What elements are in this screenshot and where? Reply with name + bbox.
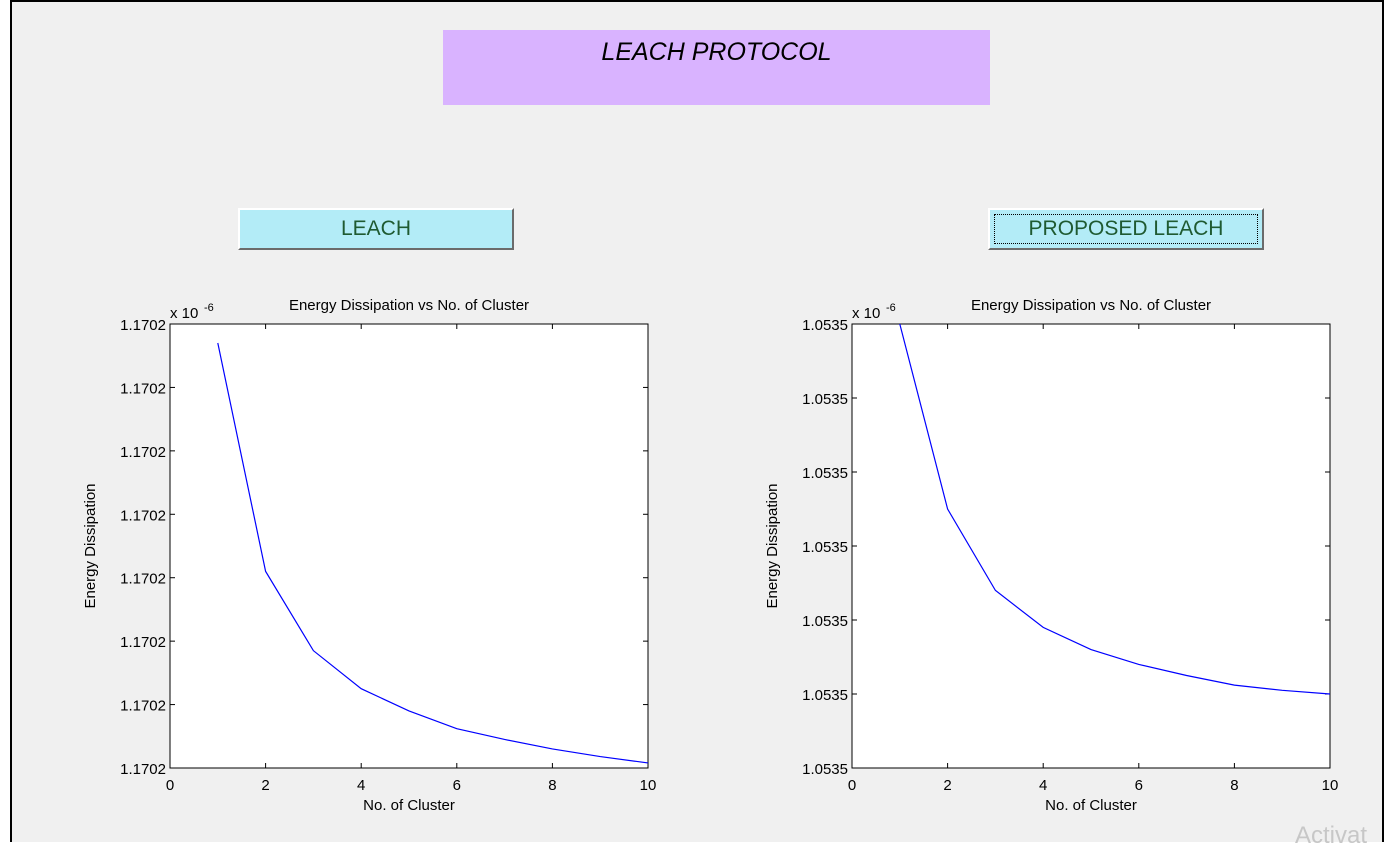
page-title: LEACH PROTOCOL — [601, 38, 832, 66]
chart1-y-tick-label: 1.1702 — [120, 444, 166, 461]
chart2-y-tick-label: 1.0535 — [802, 761, 848, 778]
chart2-x-tick-label: 6 — [1135, 777, 1143, 794]
chart1-y-exponent-base: x 10 — [170, 305, 198, 322]
chart1-y-tick-label: 1.1702 — [120, 317, 166, 334]
chart1-plot-area — [169, 323, 649, 769]
chart2-x-tick-label: 4 — [1039, 777, 1047, 794]
focus-ring: PROPOSED LEACH — [994, 214, 1258, 244]
chart2-y-axis-label: Energy Dissipation — [764, 483, 781, 608]
title-panel: LEACH PROTOCOL — [443, 30, 990, 105]
chart2-title: Energy Dissipation vs No. of Cluster — [971, 297, 1211, 314]
chart1-y-tick-label: 1.1702 — [120, 634, 166, 651]
chart2-y-tick-label: 1.0535 — [802, 539, 848, 556]
proposed-leach-button[interactable]: PROPOSED LEACH — [988, 208, 1264, 250]
chart1-y-tick-label: 1.1702 — [120, 380, 166, 397]
chart2-y-tick-label: 1.0535 — [802, 465, 848, 482]
chart1-y-tick-label: 1.1702 — [120, 761, 166, 778]
chart2-y-tick-label: 1.0535 — [802, 613, 848, 630]
chart2-series-line — [899, 323, 1331, 695]
leach-button-label: LEACH — [340, 217, 412, 240]
chart1-x-tick-label: 10 — [640, 777, 657, 794]
leach-button[interactable]: LEACH — [238, 208, 514, 250]
chart2-x-tick-label: 2 — [943, 777, 951, 794]
chart2-y-exponent: -6 — [886, 302, 896, 314]
chart1-x-tick-label: 6 — [453, 777, 461, 794]
chart2-y-tick-label: 1.0535 — [802, 391, 848, 408]
chart2-plot-area — [851, 323, 1331, 769]
chart1-y-exponent: -6 — [204, 302, 214, 314]
chart2-y-exponent-base: x 10 — [852, 305, 880, 322]
chart2-x-tick-label: 8 — [1230, 777, 1238, 794]
chart2-x-tick-label: 10 — [1322, 777, 1339, 794]
chart1-y-tick-label: 1.1702 — [120, 698, 166, 715]
chart1-x-axis-label: No. of Cluster — [363, 797, 455, 814]
chart2-y-tick-label: 1.0535 — [802, 317, 848, 334]
chart1-title: Energy Dissipation vs No. of Cluster — [289, 297, 529, 314]
chart1-x-tick-label: 0 — [166, 777, 174, 794]
chart1-x-tick-label: 8 — [548, 777, 556, 794]
chart2-y-tick-label: 1.0535 — [802, 687, 848, 704]
chart1-y-axis-label: Energy Dissipation — [82, 483, 99, 608]
chart1-series-line — [217, 342, 649, 764]
chart1-y-tick-label: 1.1702 — [120, 571, 166, 588]
chart2-x-tick-label: 0 — [848, 777, 856, 794]
chart1-x-tick-label: 4 — [357, 777, 365, 794]
chart2-x-axis-label: No. of Cluster — [1045, 797, 1137, 814]
chart1-x-tick-label: 2 — [261, 777, 269, 794]
proposed-leach-button-label: PROPOSED LEACH — [1028, 217, 1224, 240]
activation-watermark: Activat — [1295, 822, 1368, 849]
chart1-y-tick-label: 1.1702 — [120, 507, 166, 524]
